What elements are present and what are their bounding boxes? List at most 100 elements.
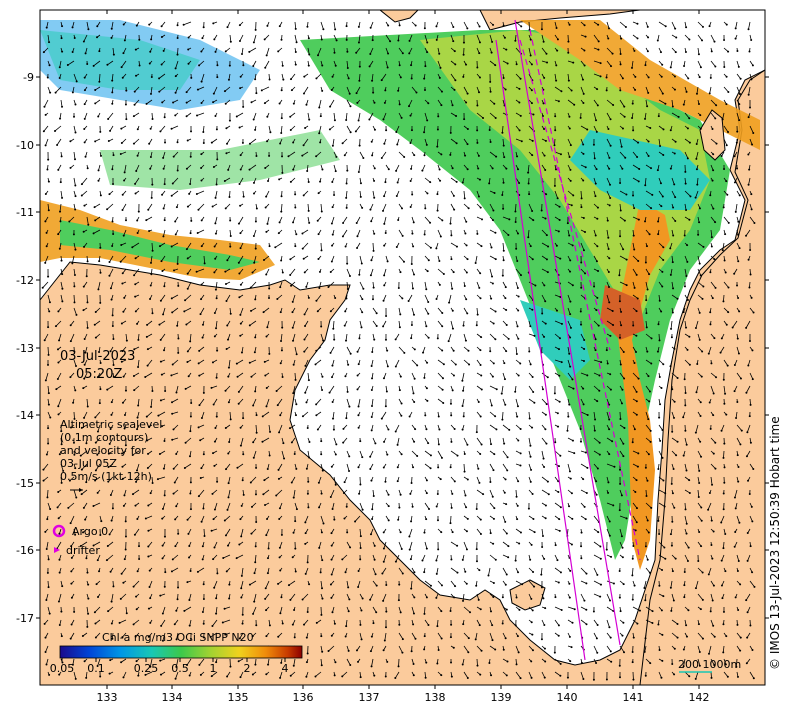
velocity-arrow-head (274, 246, 277, 249)
velocity-arrow-head (451, 389, 454, 392)
velocity-arrow-head (423, 154, 426, 157)
velocity-arrow-head (466, 258, 469, 261)
velocity-arrow-head (255, 414, 258, 417)
velocity-arrow-head (608, 534, 611, 537)
velocity-arrow-head (722, 508, 725, 511)
velocity-arrow-head (748, 492, 751, 495)
velocity-arrow (606, 190, 611, 199)
velocity-arrow-head (49, 507, 52, 510)
velocity-arrow-head (683, 378, 686, 381)
velocity-arrow-head (520, 25, 523, 28)
velocity-arrow-head (261, 440, 264, 443)
velocity-arrow-head (148, 23, 151, 26)
velocity-arrow-head (734, 531, 737, 534)
velocity-arrow-head (346, 67, 349, 70)
velocity-arrow-head (359, 182, 362, 185)
velocity-arrow (684, 320, 687, 328)
velocity-arrow-head (331, 244, 334, 247)
velocity-arrow-head (47, 353, 50, 356)
velocity-arrow-head (493, 102, 496, 105)
velocity-arrow-head (533, 585, 536, 588)
velocity-arrow (186, 242, 192, 250)
velocity-arrow-head (397, 89, 400, 92)
velocity-arrow-head (292, 102, 295, 105)
velocity-arrow-head (688, 38, 691, 41)
velocity-arrow-head (212, 403, 215, 406)
velocity-arrow-head (453, 88, 456, 91)
velocity-arrow-head (84, 52, 87, 55)
velocity-arrow-head (200, 245, 203, 248)
velocity-arrow-head (163, 183, 166, 186)
velocity-arrow-head (738, 93, 741, 96)
velocity-arrow-head (241, 53, 244, 56)
velocity-arrow (411, 86, 417, 93)
velocity-arrow-head (583, 347, 586, 350)
velocity-arrow-head (503, 442, 506, 445)
velocity-arrow-head (288, 427, 291, 430)
velocity-arrow (302, 229, 309, 234)
velocity-arrow-head (106, 388, 109, 391)
velocity-arrow-head (46, 518, 49, 521)
velocity-arrow (424, 580, 432, 587)
velocity-arrow-head (557, 491, 560, 494)
velocity-arrow-head (658, 533, 661, 536)
velocity-arrow-head (594, 234, 597, 237)
velocity-arrow (342, 229, 348, 237)
velocity-arrow-head (438, 168, 441, 171)
velocity-arrow-head (518, 542, 521, 545)
velocity-arrow (381, 151, 387, 159)
velocity-arrow (580, 190, 582, 199)
velocity-arrow-head (722, 492, 725, 495)
velocity-arrow-head (134, 310, 137, 313)
velocity-arrow-head (502, 259, 505, 262)
velocity-arrow-head (698, 207, 701, 210)
velocity-arrow (333, 34, 337, 41)
velocity-arrow-head (465, 548, 468, 551)
velocity-arrow-head (319, 141, 322, 144)
velocity-arrow-head (439, 179, 442, 182)
velocity-arrow-head (410, 337, 413, 340)
velocity-arrow-head (239, 232, 242, 235)
velocity-arrow (133, 112, 140, 117)
velocity-arrow-head (125, 612, 128, 615)
velocity-arrow-head (123, 427, 126, 430)
velocity-arrow-head (489, 80, 492, 83)
velocity-arrow (528, 528, 535, 533)
velocity-arrow-head (701, 598, 704, 601)
velocity-arrow (47, 294, 51, 303)
velocity-arrow-head (342, 221, 345, 224)
velocity-arrow-head (698, 338, 701, 341)
velocity-arrow-head (348, 598, 351, 601)
velocity-arrow-head (570, 89, 573, 92)
velocity-arrow-head (647, 36, 650, 39)
velocity-arrow-head (86, 301, 89, 304)
velocity-arrow (305, 359, 309, 367)
velocity-arrow-head (342, 492, 345, 495)
velocity-arrow (398, 541, 403, 550)
velocity-arrow-head (201, 610, 204, 613)
velocity-arrow-head (210, 141, 213, 144)
velocity-arrow-head (621, 77, 624, 80)
velocity-arrow (304, 385, 309, 393)
velocity-arrow (670, 580, 673, 588)
velocity-arrow-head (162, 167, 165, 170)
velocity-arrow (43, 125, 49, 132)
velocity-arrow-head (401, 297, 404, 300)
velocity-arrow-head (437, 548, 440, 551)
velocity-arrow (606, 177, 611, 185)
velocity-arrow-head (399, 493, 402, 496)
velocity-arrow-head (294, 63, 297, 66)
velocity-arrow-head (248, 168, 251, 171)
velocity-arrow-head (123, 171, 126, 174)
velocity-arrow-head (268, 78, 271, 81)
velocity-arrow-head (451, 287, 454, 290)
velocity-arrow-head (356, 246, 359, 249)
velocity-arrow-head (685, 275, 688, 278)
velocity-arrow-head (383, 440, 386, 443)
velocity-arrow (333, 21, 336, 30)
velocity-arrow-head (320, 38, 323, 41)
velocity-arrow-head (280, 195, 283, 198)
velocity-arrow (463, 190, 466, 199)
velocity-arrow-head (712, 207, 715, 210)
velocity-arrow-head (605, 89, 608, 92)
